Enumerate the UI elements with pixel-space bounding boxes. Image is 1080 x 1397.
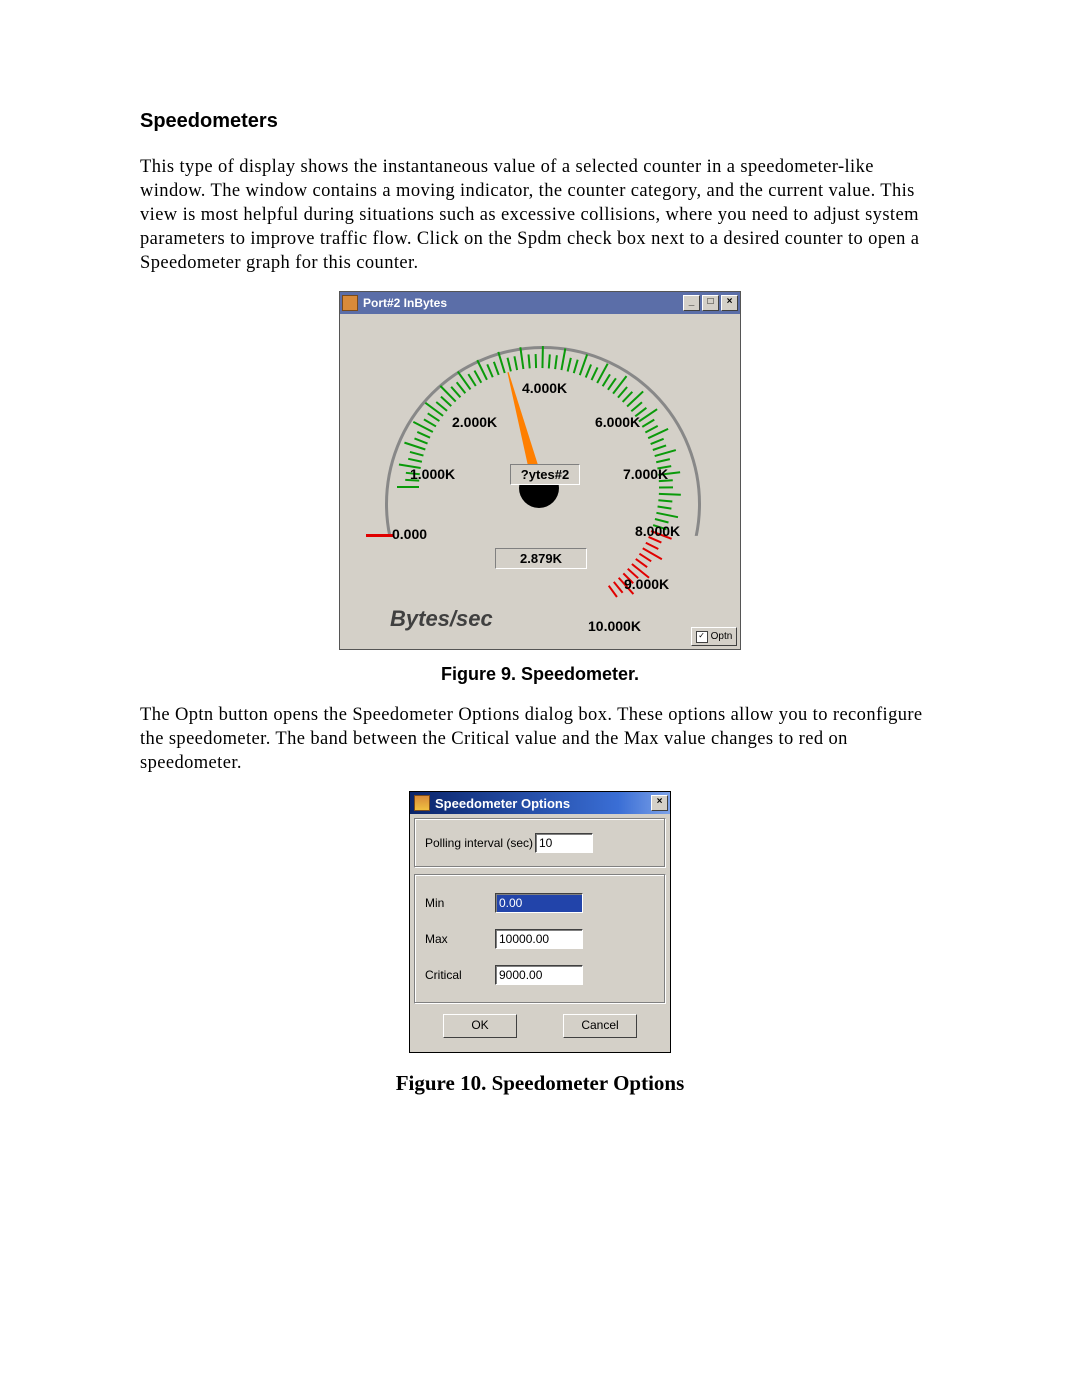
minimize-button[interactable]: _ bbox=[683, 295, 700, 311]
intro-text: This type of display shows the instantan… bbox=[140, 155, 940, 275]
critical-input[interactable] bbox=[495, 965, 583, 985]
gauge-tick-green bbox=[560, 349, 566, 371]
gauge-tick-green bbox=[535, 354, 537, 368]
speedometer-window-title: Port#2 InBytes bbox=[363, 296, 447, 310]
gauge-tick-green bbox=[656, 458, 670, 463]
gauge-tick-green bbox=[519, 347, 524, 369]
gauge-tick-green bbox=[513, 356, 518, 370]
critical-label: Critical bbox=[425, 968, 495, 982]
gauge-scale-label: 8.000K bbox=[635, 523, 680, 539]
speedometer-window: Port#2 InBytes _ □ × ?ytes#2 2.879K 0.00 bbox=[339, 291, 741, 650]
gauge-face: ?ytes#2 2.879K 0.000 1.000K 2.000K 4.000K 6.… bbox=[360, 328, 718, 638]
gauge-tick-green bbox=[657, 506, 671, 510]
polling-group: Polling interval (sec) bbox=[414, 818, 666, 868]
options-dialog: Speedometer Options × Polling interval (… bbox=[409, 791, 671, 1053]
gauge-scale-label: 1.000K bbox=[410, 466, 455, 482]
optn-button-label: Optn bbox=[711, 631, 733, 642]
speedometer-body: ?ytes#2 2.879K 0.000 1.000K 2.000K 4.000K 6.… bbox=[340, 314, 740, 649]
min-input[interactable] bbox=[495, 893, 583, 913]
gauge-tick-green bbox=[554, 355, 558, 369]
min-label: Min bbox=[425, 896, 495, 910]
gauge-tick-green bbox=[656, 512, 678, 518]
gauge-scale-label: 2.000K bbox=[452, 414, 497, 430]
gauge-tick-green bbox=[404, 442, 426, 451]
gauge-scale-label: 10.000K bbox=[588, 618, 641, 634]
speedometer-titlebar[interactable]: Port#2 InBytes _ □ × bbox=[340, 292, 740, 314]
options-dialog-titlebar[interactable]: Speedometer Options × bbox=[410, 792, 670, 814]
options-close-button[interactable]: × bbox=[651, 795, 668, 811]
gauge-zero-line bbox=[366, 534, 394, 537]
gauge-tick-green bbox=[414, 438, 428, 445]
middle-text: The Optn button opens the Speedometer Op… bbox=[140, 703, 940, 775]
gauge-counter-name: ?ytes#2 bbox=[510, 464, 580, 485]
gauge-tick-green bbox=[474, 370, 483, 383]
gauge-tick-green bbox=[573, 360, 579, 374]
ok-button[interactable]: OK bbox=[443, 1014, 517, 1038]
polling-input[interactable] bbox=[535, 833, 593, 853]
gauge-tick-green bbox=[410, 451, 424, 457]
gauge-tick-green bbox=[486, 364, 493, 378]
maximize-button[interactable]: □ bbox=[702, 295, 719, 311]
options-dialog-icon bbox=[414, 795, 430, 811]
gauge-tick-green bbox=[493, 362, 500, 376]
gauge-tick-green bbox=[528, 355, 531, 369]
gauge-tick-green bbox=[650, 438, 664, 445]
gauge-tick-green bbox=[658, 499, 672, 502]
gauge-tick-green bbox=[541, 346, 543, 368]
speedometer-window-icon bbox=[342, 295, 358, 311]
gauge-scale-label: 4.000K bbox=[522, 380, 567, 396]
polling-label: Polling interval (sec) bbox=[425, 836, 535, 850]
options-dialog-title: Speedometer Options bbox=[435, 796, 570, 811]
figure-9-caption: Figure 9. Speedometer. bbox=[140, 664, 940, 685]
figure-10-caption: Figure 10. Speedometer Options bbox=[140, 1071, 940, 1096]
gauge-tick-green bbox=[659, 487, 673, 489]
optn-button[interactable]: ✓ Optn bbox=[691, 627, 737, 646]
close-button[interactable]: × bbox=[721, 295, 738, 311]
gauge-tick-green bbox=[417, 431, 431, 439]
gauge-scale-label: 9.000K bbox=[624, 576, 669, 592]
max-input[interactable] bbox=[495, 929, 583, 949]
gauge-value: 2.879K bbox=[495, 548, 587, 569]
gauge-tick-green bbox=[497, 352, 505, 374]
range-group: Min Max Critical bbox=[414, 874, 666, 1004]
max-label: Max bbox=[425, 932, 495, 946]
gauge-tick-green bbox=[408, 458, 422, 463]
gauge-tick-green bbox=[567, 358, 572, 372]
gauge-scale-label: 0.000 bbox=[392, 526, 427, 542]
gauge-scale-label: 6.000K bbox=[595, 414, 640, 430]
gauge-tick-green bbox=[507, 358, 512, 372]
gauge-tick-green bbox=[397, 486, 419, 488]
gauge-scale-label: 7.000K bbox=[623, 466, 668, 482]
cancel-button[interactable]: Cancel bbox=[563, 1014, 637, 1038]
section-title: Speedometers bbox=[140, 110, 940, 133]
gauge-tick-green bbox=[653, 445, 667, 451]
gauge-tick-green bbox=[548, 355, 551, 369]
gauge-unit-label: Bytes/sec bbox=[390, 606, 493, 632]
gauge-tick-green bbox=[654, 449, 676, 457]
optn-checkbox-icon: ✓ bbox=[696, 631, 708, 643]
gauge-tick-green bbox=[659, 493, 681, 496]
